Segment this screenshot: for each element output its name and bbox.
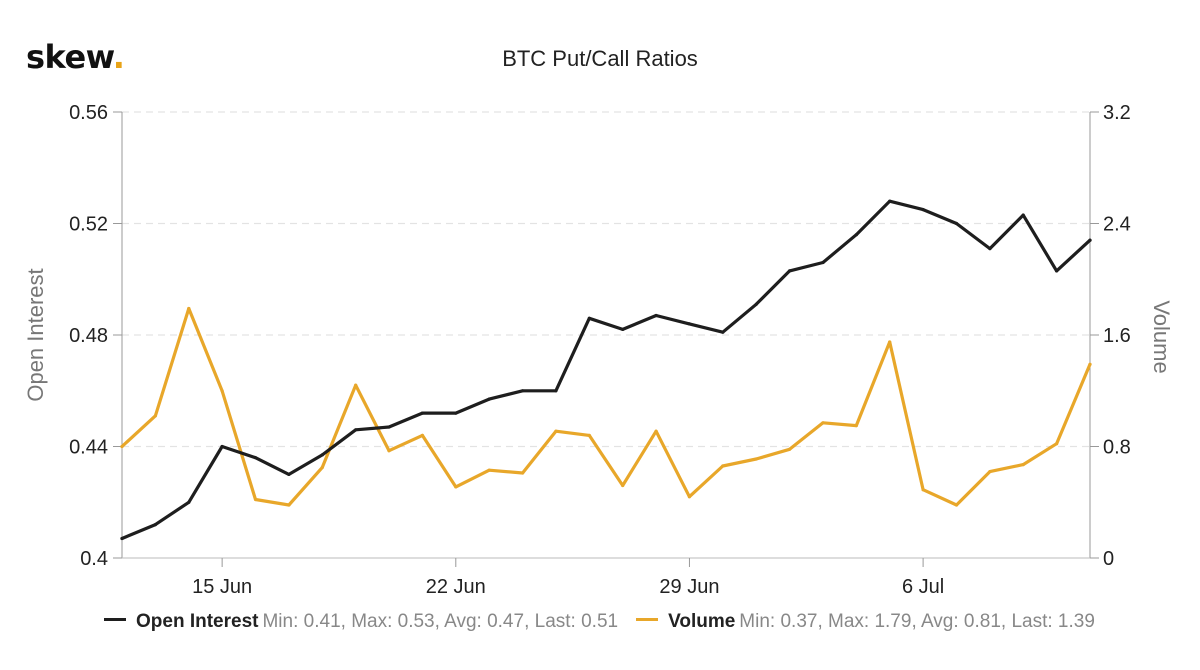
y-right-tick-label: 1.6 — [1103, 325, 1131, 347]
y-left-tick-label: 0.44 — [69, 437, 108, 459]
data-point-open-interest — [854, 233, 858, 237]
y-axis-right-title: Volume — [1149, 300, 1174, 373]
data-point-open-interest — [153, 523, 157, 527]
data-point-volume — [854, 424, 858, 428]
data-point-open-interest — [988, 247, 992, 251]
y-left-tick-label: 0.4 — [80, 548, 108, 570]
y-axis-left-title: Open Interest — [23, 268, 48, 401]
data-point-volume — [788, 447, 792, 451]
series-lines — [120, 199, 1092, 541]
data-point-volume — [821, 421, 825, 425]
data-point-volume — [554, 429, 558, 433]
data-point-volume — [1021, 463, 1025, 467]
data-point-open-interest — [320, 453, 324, 457]
data-point-volume — [187, 306, 191, 311]
data-point-volume — [654, 429, 658, 433]
data-point-open-interest — [888, 199, 892, 203]
data-point-volume — [420, 433, 424, 437]
legend-swatch-open-interest — [104, 618, 126, 622]
data-point-open-interest — [921, 208, 925, 212]
axes — [113, 111, 1099, 567]
data-point-volume — [954, 503, 959, 507]
data-point-open-interest — [220, 444, 224, 449]
data-point-volume — [988, 470, 992, 474]
legend-stats-open-interest: Min: 0.41, Max: 0.53, Avg: 0.47, Last: 0… — [262, 611, 619, 632]
data-point-volume — [320, 465, 324, 469]
data-point-volume — [521, 471, 525, 475]
y-right-tick-label: 0.8 — [1103, 437, 1131, 459]
data-point-open-interest — [721, 330, 725, 334]
data-point-volume — [220, 389, 224, 393]
data-point-volume — [754, 457, 758, 461]
data-point-open-interest — [187, 500, 191, 504]
y-right-tick-label: 2.4 — [1103, 214, 1131, 236]
data-point-volume — [621, 483, 625, 488]
data-point-open-interest — [487, 397, 491, 401]
data-point-volume — [253, 497, 258, 502]
brand-name: skew — [26, 38, 113, 76]
data-point-open-interest — [253, 456, 258, 460]
data-point-open-interest — [554, 389, 558, 393]
data-point-open-interest — [120, 536, 124, 541]
data-point-volume — [721, 464, 725, 468]
y-right-tick-label: 3.2 — [1103, 102, 1131, 124]
data-point-open-interest — [1021, 213, 1025, 217]
y-left-tick-label: 0.56 — [69, 102, 108, 124]
y-left-tick-label: 0.48 — [69, 325, 108, 347]
data-point-volume — [587, 433, 591, 437]
x-tick-label: 29 Jun — [659, 576, 719, 598]
data-point-volume — [287, 503, 291, 507]
legend-swatch-volume — [636, 618, 659, 622]
x-tick-label: 22 Jun — [426, 576, 486, 598]
data-point-open-interest — [1055, 269, 1059, 273]
chart-title: BTC Put/Call Ratios — [502, 46, 698, 71]
data-point-open-interest — [821, 260, 825, 265]
data-point-volume — [120, 444, 124, 449]
data-point-volume — [387, 449, 391, 453]
legend-item-open-interest[interactable]: Open Interest Min: 0.41, Max: 0.53, Avg: … — [104, 611, 618, 633]
data-point-volume — [1088, 362, 1092, 366]
data-point-open-interest — [354, 428, 358, 432]
data-point-open-interest — [587, 316, 591, 320]
data-point-volume — [921, 488, 925, 492]
data-point-open-interest — [454, 411, 458, 415]
data-point-volume — [454, 485, 458, 489]
series-line-open-interest — [120, 199, 1092, 541]
legend-item-volume[interactable]: Volume Min: 0.37, Max: 1.79, Avg: 0.81, L… — [636, 611, 1095, 633]
legend-stats-volume: Min: 0.37, Max: 1.79, Avg: 0.81, Last: 1… — [739, 611, 1095, 632]
data-point-open-interest — [954, 221, 959, 226]
data-point-open-interest — [1088, 238, 1092, 242]
grid-lines — [122, 111, 1090, 448]
data-point-volume — [1055, 442, 1059, 446]
data-point-volume — [487, 468, 491, 472]
data-point-open-interest — [754, 302, 758, 306]
legend-label-open-interest: Open Interest — [136, 611, 259, 632]
data-point-open-interest — [654, 313, 658, 318]
y-left-tick-label: 0.52 — [69, 214, 108, 236]
data-point-open-interest — [788, 269, 792, 273]
data-point-volume — [354, 383, 358, 387]
data-point-open-interest — [687, 322, 692, 326]
data-point-open-interest — [287, 472, 291, 476]
x-tick-label: 15 Jun — [192, 576, 252, 598]
y-right-tick-label: 0 — [1103, 548, 1114, 570]
brand-logo: skew. — [26, 38, 125, 76]
tick-labels: 0.4 0.44 0.48 0.52 0.56 0 0.8 1.6 2.4 3.2 15 Jun 22… — [69, 102, 1131, 598]
data-point-volume — [687, 495, 692, 499]
data-point-volume — [153, 414, 157, 418]
brand-dot: . — [112, 38, 125, 76]
data-point-open-interest — [387, 425, 391, 429]
data-point-open-interest — [521, 389, 525, 393]
x-tick-label: 6 Jul — [902, 576, 944, 598]
data-point-open-interest — [621, 327, 625, 331]
series-line-volume — [120, 306, 1092, 507]
data-point-open-interest — [420, 411, 424, 415]
data-point-volume — [888, 340, 892, 344]
legend-label-volume: Volume — [668, 611, 736, 632]
legend: Open Interest Min: 0.41, Max: 0.53, Avg: … — [104, 611, 1113, 633]
